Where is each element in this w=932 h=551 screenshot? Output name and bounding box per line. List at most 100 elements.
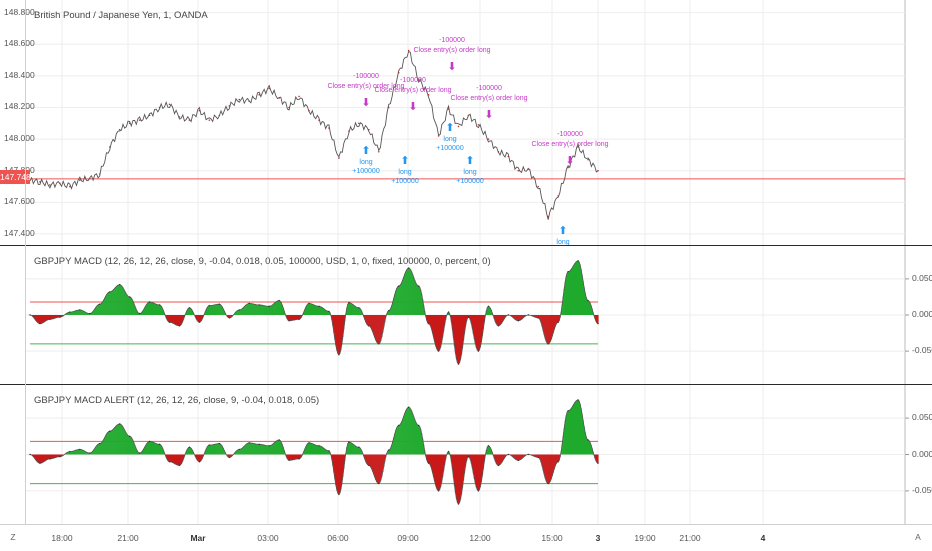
histogram-point bbox=[487, 305, 490, 308]
histogram-point bbox=[89, 312, 91, 315]
price-point bbox=[377, 150, 380, 153]
price-point bbox=[228, 105, 231, 107]
price-point bbox=[487, 138, 490, 140]
price-point bbox=[527, 168, 530, 170]
histogram-point bbox=[218, 303, 221, 305]
price-tick-label: 147.600 bbox=[4, 196, 35, 207]
time-tick-label: 06:00 bbox=[327, 533, 349, 543]
time-tick-label: 12:00 bbox=[469, 533, 491, 543]
time-tick-label: 4 bbox=[760, 533, 766, 543]
histogram-point bbox=[338, 354, 340, 356]
histogram-point bbox=[288, 459, 290, 462]
trade-label-primary: long bbox=[463, 169, 477, 176]
histogram-point bbox=[398, 285, 400, 287]
histogram-outline bbox=[29, 399, 599, 505]
trade-label-primary: -100000 bbox=[400, 77, 426, 84]
pane-separator[interactable] bbox=[0, 245, 932, 246]
histogram-point bbox=[417, 424, 420, 427]
histogram-point bbox=[437, 490, 440, 492]
macd-pane[interactable]: GBPJPY MACD (12, 26, 12, 26, close, 9, -… bbox=[0, 246, 932, 384]
price-tick-label: 148.200 bbox=[4, 101, 35, 112]
histogram-point bbox=[368, 325, 370, 327]
entry-arrow-icon: ⬆ bbox=[361, 145, 371, 157]
alert-chart bbox=[26, 385, 909, 524]
histogram-point bbox=[308, 442, 310, 444]
histogram-point bbox=[258, 443, 260, 446]
histogram-point bbox=[109, 291, 111, 293]
price-point bbox=[597, 169, 599, 172]
histogram-point bbox=[248, 442, 250, 444]
price-point bbox=[208, 119, 211, 121]
histogram-point bbox=[148, 440, 151, 443]
price-point bbox=[188, 119, 191, 121]
histogram-point bbox=[89, 452, 91, 454]
time-axis[interactable]: Z 18:00 21:00 Mar 03:00 06:00 09:00 12:00 15:00… bbox=[0, 524, 932, 551]
histogram-point bbox=[168, 461, 171, 463]
price-point bbox=[39, 180, 41, 183]
price-tick-label: 147.800 bbox=[4, 165, 35, 175]
price-point bbox=[557, 195, 559, 197]
histogram-point bbox=[228, 456, 230, 459]
time-tick-label: 19:00 bbox=[634, 533, 656, 543]
price-point bbox=[49, 184, 51, 186]
price-tick-label: 148.000 bbox=[4, 133, 35, 144]
pane-separator[interactable] bbox=[0, 384, 932, 385]
histogram-point bbox=[358, 446, 360, 448]
alert-pane-title: GBPJPY MACD ALERT (12, 26, 12, 26, close… bbox=[34, 395, 320, 406]
histogram-point bbox=[238, 448, 240, 451]
histogram-point bbox=[49, 318, 51, 321]
trade-label-secondary: +100000 bbox=[391, 178, 419, 185]
indicator-tick-label: 0.0000 bbox=[912, 309, 932, 319]
time-tick-label: 18:00 bbox=[51, 533, 73, 543]
histogram-point bbox=[69, 311, 71, 313]
histogram-point bbox=[537, 456, 539, 459]
histogram-point bbox=[208, 304, 211, 307]
histogram-point bbox=[348, 441, 350, 443]
price-point bbox=[427, 94, 430, 96]
price-point bbox=[168, 103, 171, 106]
zoom-button[interactable]: Z bbox=[10, 532, 16, 542]
histogram-point bbox=[517, 320, 519, 322]
histogram-point bbox=[298, 458, 300, 460]
histogram-point bbox=[148, 301, 151, 303]
histogram-point bbox=[288, 320, 290, 322]
price-point bbox=[258, 94, 260, 96]
histogram-point bbox=[427, 322, 430, 325]
entry-arrow-icon: ⬆ bbox=[445, 122, 455, 134]
price-tick-label: 148.400 bbox=[4, 69, 35, 80]
histogram-point bbox=[128, 296, 131, 298]
price-point bbox=[69, 185, 71, 188]
price-point bbox=[148, 114, 151, 117]
histogram-point bbox=[587, 299, 589, 302]
histogram-point bbox=[338, 493, 340, 496]
histogram-point bbox=[278, 439, 280, 441]
histogram-point bbox=[79, 448, 81, 451]
price-point bbox=[507, 155, 510, 158]
histogram-point bbox=[138, 452, 141, 454]
price-point bbox=[477, 124, 480, 126]
histogram-point bbox=[487, 445, 490, 447]
histogram-point bbox=[587, 439, 589, 441]
trade-label-secondary: Close entry(s) order long bbox=[327, 83, 405, 90]
histogram-point bbox=[258, 304, 260, 306]
alert-pane[interactable]: GBPJPY MACD ALERT (12, 26, 12, 26, close… bbox=[0, 385, 932, 524]
price-tick-label: 148.800 bbox=[4, 6, 35, 17]
price-point bbox=[88, 177, 91, 180]
histogram-point bbox=[278, 299, 280, 302]
price-chart bbox=[26, 0, 906, 245]
trade-label-primary: long bbox=[398, 169, 412, 176]
exit-arrow-icon: ⬇ bbox=[565, 155, 575, 167]
price-point bbox=[517, 169, 520, 172]
histogram-point bbox=[597, 322, 599, 325]
price-pane[interactable]: British Pound / Japanese Yen, 1, OANDA 1… bbox=[0, 0, 932, 255]
last-price-tag: 147.748 bbox=[0, 170, 31, 184]
histogram-point bbox=[577, 260, 579, 262]
trade-label-secondary: +100000 bbox=[352, 168, 380, 175]
auto-scale-button[interactable]: A bbox=[915, 532, 921, 542]
histogram-point bbox=[268, 305, 270, 308]
price-point bbox=[278, 97, 280, 99]
